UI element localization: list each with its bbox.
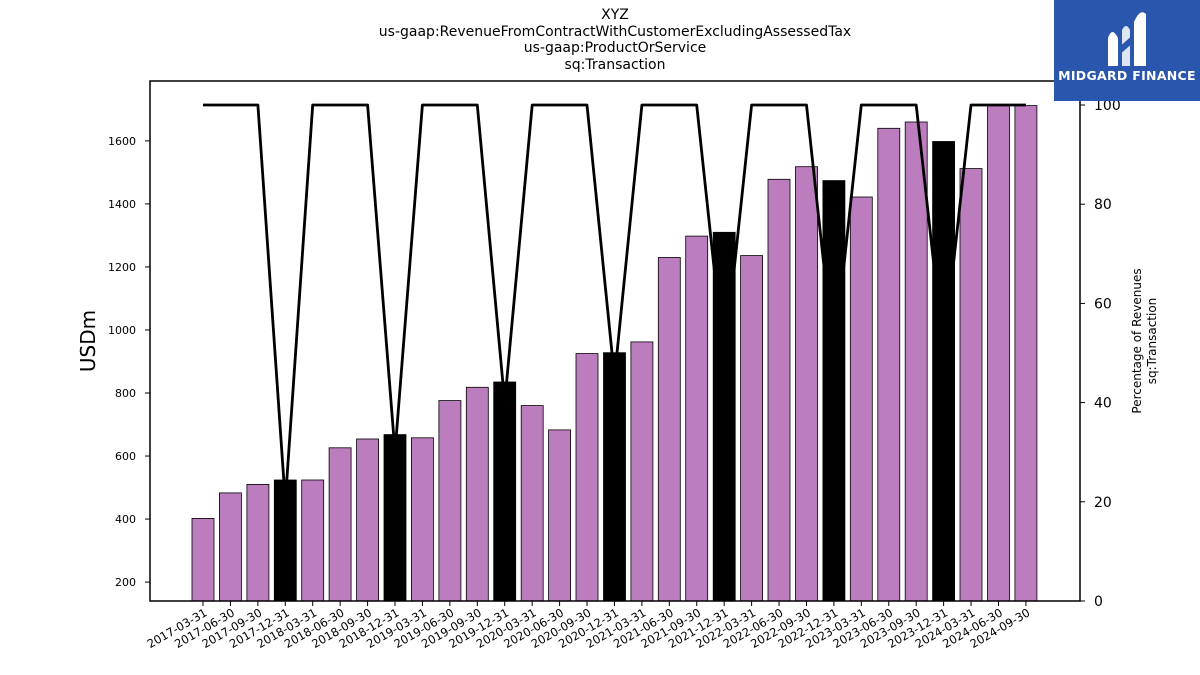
bar-2019-06-30 <box>438 400 462 602</box>
bar-2022-09-30 <box>795 166 818 602</box>
bar-2023-03-31 <box>849 196 873 602</box>
y-tick-label: 1600 <box>108 135 136 148</box>
y-tick-label: 800 <box>115 387 136 400</box>
bar-2019-12-31 <box>493 381 517 602</box>
y-tick-label: 200 <box>115 576 136 589</box>
plot-frame <box>149 80 1081 602</box>
y-axis-label: USDm <box>76 310 100 372</box>
y-tick-label: 600 <box>115 450 136 463</box>
y-tick-label: 1000 <box>108 324 136 337</box>
bar-2017-09-30 <box>246 483 270 602</box>
y2-tick-label: 80 <box>1094 197 1112 213</box>
y-tick-label: 1200 <box>108 261 136 274</box>
y2-tick-label: 60 <box>1094 296 1112 312</box>
chart-subtitle-3: sq:Transaction <box>564 56 666 73</box>
bar-2020-09-30 <box>575 353 599 602</box>
bar-2023-06-30 <box>877 127 901 602</box>
bar-2018-12-31 <box>383 434 407 602</box>
bar-2019-09-30 <box>465 386 489 602</box>
secondary-y-axis-label-line2: sq:Transaction <box>1145 298 1159 385</box>
bar-2020-06-30 <box>548 429 571 602</box>
y2-tick-label: 20 <box>1094 495 1112 511</box>
bar-2022-03-31 <box>740 255 763 602</box>
bar-2018-06-30 <box>328 447 352 602</box>
bar-2018-03-31 <box>301 479 325 602</box>
y-tick-label: 400 <box>115 513 136 526</box>
bar-2017-03-31 <box>191 518 215 602</box>
bar-2024-06-30 <box>987 105 1010 602</box>
bar-2018-09-30 <box>356 438 380 602</box>
bar-2021-03-31 <box>630 341 654 602</box>
bar-2024-09-30 <box>1014 105 1038 602</box>
chart-subtitle-1: us-gaap:RevenueFromContractWithCustomerE… <box>378 23 852 40</box>
bar-2019-03-31 <box>410 437 434 602</box>
bar-2022-12-31 <box>822 180 846 602</box>
chart-subtitle-2: us-gaap:ProductOrService <box>523 40 707 56</box>
bar-2021-09-30 <box>685 235 709 602</box>
bar-2023-12-31 <box>932 141 955 602</box>
chart-title: XYZ <box>601 7 629 23</box>
midgard-finance-logo: MIDGARD FINANCE <box>1054 0 1200 101</box>
bar-2020-12-31 <box>603 352 626 602</box>
y2-tick-label: 100 <box>1094 98 1121 114</box>
bar-2023-09-30 <box>904 121 928 602</box>
midgard-logo-icon <box>1108 12 1146 66</box>
y-tick-label: 1400 <box>108 198 136 211</box>
percentage-line <box>203 103 1026 504</box>
bar-2021-06-30 <box>657 257 681 602</box>
bar-2022-06-30 <box>767 178 791 602</box>
logo-text: MIDGARD FINANCE <box>1058 68 1196 83</box>
y2-tick-label: 0 <box>1094 594 1103 610</box>
bar-2024-03-31 <box>959 168 983 602</box>
secondary-y-axis-label-line1: Percentage of Revenues <box>1130 268 1144 413</box>
y2-tick-label: 40 <box>1094 396 1112 412</box>
bar-2020-03-31 <box>520 405 544 602</box>
bar-2017-06-30 <box>218 492 242 602</box>
